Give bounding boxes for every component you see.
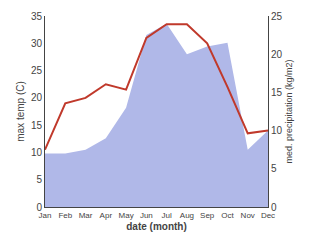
svg-text:Oct: Oct [221,211,234,220]
svg-text:Aug: Aug [180,211,194,220]
svg-text:5: 5 [271,163,277,174]
svg-text:10: 10 [271,125,283,136]
svg-text:Jul: Jul [162,211,172,220]
svg-text:0: 0 [36,202,42,213]
svg-text:10: 10 [31,147,43,158]
svg-text:Dec: Dec [261,211,275,220]
svg-text:15: 15 [271,87,283,98]
svg-text:20: 20 [271,49,283,60]
svg-text:Apr: Apr [100,211,113,220]
svg-text:Feb: Feb [58,211,72,220]
svg-text:Sep: Sep [200,211,215,220]
svg-text:May: May [119,211,134,220]
svg-text:Jan: Jan [39,211,52,220]
svg-text:15: 15 [31,120,43,131]
svg-text:Jun: Jun [140,211,153,220]
svg-text:5: 5 [36,174,42,185]
svg-text:30: 30 [31,38,43,49]
svg-text:25: 25 [271,11,283,22]
svg-text:0: 0 [271,202,277,213]
svg-text:Nov: Nov [241,211,255,220]
svg-text:Mar: Mar [79,211,93,220]
svg-text:max temp (C): max temp (C) [15,81,26,142]
svg-text:date (month): date (month) [126,221,187,232]
svg-text:35: 35 [31,11,43,22]
svg-text:20: 20 [31,92,43,103]
svg-text:25: 25 [31,65,43,76]
svg-text:med. precipitation (kg/m2): med. precipitation (kg/m2) [284,59,294,163]
